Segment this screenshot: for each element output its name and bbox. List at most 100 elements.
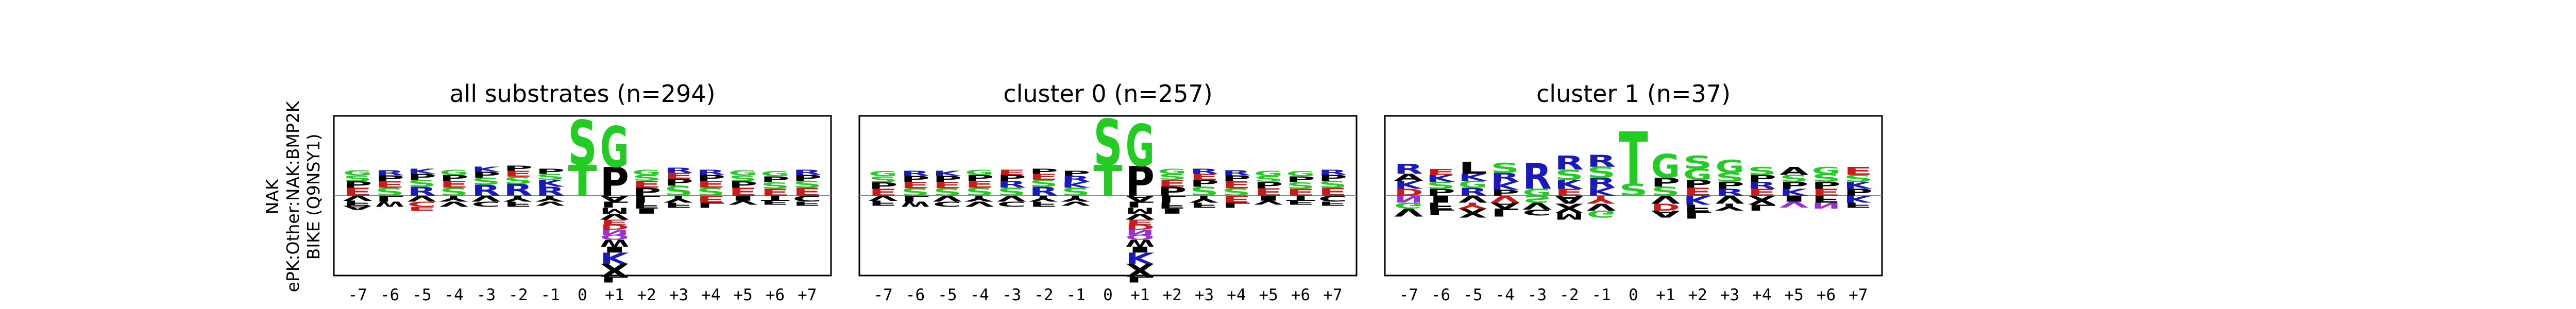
logo-letter-V: V xyxy=(869,194,898,202)
logo-letter-E: E xyxy=(1426,167,1455,177)
logo-letter-P: P xyxy=(997,173,1026,183)
logo-letter-C: C xyxy=(1318,194,1347,203)
logo-letter-F: F xyxy=(1286,199,1315,205)
logo-letter-F: F xyxy=(869,199,897,208)
logo-letter-P: P xyxy=(536,167,565,175)
logo-letter-C: C xyxy=(793,194,822,203)
logo-letter-L: L xyxy=(1459,159,1487,178)
logo-letter-R: R xyxy=(901,169,929,177)
logo-letter-E: E xyxy=(343,186,372,199)
panel-title: all substrates (n=294) xyxy=(449,80,715,108)
kinase-label-line-1: NAK xyxy=(262,178,282,214)
logo-letter-G: G xyxy=(1522,187,1551,198)
logo-letter-V: V xyxy=(997,194,1026,203)
logo-letter-S: S xyxy=(536,173,565,182)
position-tick-label: +2 xyxy=(1163,286,1182,304)
logo-letter-P: P xyxy=(1061,169,1090,177)
logo-letter-K: K xyxy=(536,178,565,190)
position-tick-label: +3 xyxy=(669,286,688,304)
logo-letter-E: E xyxy=(697,179,725,190)
logo-letter-S: S xyxy=(933,186,962,198)
logo-letter-Y: Y xyxy=(1061,194,1090,203)
logo-letter-V: V xyxy=(1490,193,1519,204)
logo-letter-Y: Y xyxy=(1458,201,1487,210)
logo-panel-2: cluster 1 (n=37) -7 -6 -5 -4 -3 -2 -1 0 +1 +2 +3 +4 +… xyxy=(1384,80,1883,304)
logo-letter-G: G xyxy=(600,116,629,181)
logo-letter-D: D xyxy=(1394,187,1423,198)
logo-letter-F: F xyxy=(1844,201,1873,209)
logo-letter-K: K xyxy=(1061,180,1091,190)
logo-letter-Y: Y xyxy=(535,194,565,203)
position-tick-label: -1 xyxy=(1592,286,1611,304)
position-tick-label: -7 xyxy=(1399,286,1418,304)
logo-letter-R: R xyxy=(1490,170,1519,185)
logo-letter-F: F xyxy=(1318,200,1347,207)
logo-letter-V: V xyxy=(1780,200,1809,209)
logo-letter-E: E xyxy=(1811,187,1840,198)
logo-letter-E: E xyxy=(1126,218,1155,226)
logo-letter-K: K xyxy=(1126,249,1155,266)
position-tick-label: +5 xyxy=(1259,286,1278,304)
logo-letter-A: A xyxy=(1126,194,1155,203)
position-tick-label: +7 xyxy=(1323,286,1342,304)
logo-letter-P: P xyxy=(600,160,629,205)
logo-letter-G: G xyxy=(1158,167,1187,176)
logo-letter-P: P xyxy=(1318,173,1347,183)
logo-letter-S: S xyxy=(568,108,597,180)
logo-letter-S: S xyxy=(632,174,661,183)
logo-letter-E: E xyxy=(408,205,436,212)
logo-letter-F: F xyxy=(632,201,661,211)
logo-letter-S: S xyxy=(471,176,500,187)
logo-letter-G: G xyxy=(1811,165,1840,176)
logo-letter-E: E xyxy=(375,180,404,190)
logo-letter-S: S xyxy=(1318,179,1347,191)
logo-letter-K: K xyxy=(1780,187,1808,198)
logo-letter-F: F xyxy=(1029,200,1058,208)
logo-letter-L: L xyxy=(901,194,929,203)
logo-letter-S: S xyxy=(1748,165,1776,178)
kinase-label-line-3: BIKE (Q9NSY1) xyxy=(303,134,324,260)
logo-letter-E: E xyxy=(439,179,468,190)
logo-letter-K: K xyxy=(1587,186,1616,199)
logo-letter-G: G xyxy=(1254,169,1283,178)
position-tick-label: -3 xyxy=(1528,286,1547,304)
logo-letter-L: L xyxy=(1158,193,1187,204)
logo-letter-V: V xyxy=(1126,212,1155,221)
logo-letter-C: C xyxy=(933,200,962,208)
logo-letter-S: S xyxy=(1158,173,1187,182)
logo-letter-P: P xyxy=(965,173,994,183)
position-tick-label: -5 xyxy=(412,286,431,304)
logo-letter-A: A xyxy=(1490,201,1520,210)
logo-letter-S: S xyxy=(760,181,789,191)
logo-letter-L: L xyxy=(600,274,629,284)
logo-letter-E: E xyxy=(728,186,757,199)
logo-letter-P: P xyxy=(1254,180,1283,191)
logo-letter-A: A xyxy=(1780,165,1809,178)
logo-letter-P: P xyxy=(728,180,757,190)
logo-letter-S: S xyxy=(343,174,372,183)
position-tick-label: +7 xyxy=(1849,286,1868,304)
logo-letter-A: A xyxy=(1651,209,1680,220)
position-tick-label: -3 xyxy=(477,286,496,304)
logo-letter-I: I xyxy=(1126,245,1155,254)
position-tick-label: +6 xyxy=(766,286,785,304)
position-tick-label: +1 xyxy=(605,286,624,304)
logo-letter-G: G xyxy=(869,170,897,178)
logo-letter-M: M xyxy=(600,205,629,215)
logo-letter-F: F xyxy=(664,201,693,209)
logo-letter-L: L xyxy=(1683,209,1712,220)
logo-letter-P: P xyxy=(1222,174,1251,183)
logo-letter-Y: Y xyxy=(664,194,693,205)
logo-letter-V: V xyxy=(1522,200,1551,212)
logo-letter-X: X xyxy=(1555,201,1584,215)
logo-letter-X: X xyxy=(600,259,629,280)
logo-letter-S: S xyxy=(504,175,533,186)
logo-letter-E: E xyxy=(1222,193,1251,204)
logo-letter-P: P xyxy=(1029,167,1058,175)
logo-letter-K: K xyxy=(1844,180,1873,192)
logo-letter-K: K xyxy=(1683,193,1712,207)
logo-letter-T: T xyxy=(1286,194,1315,202)
logo-letter-G: G xyxy=(1286,170,1315,178)
logo-letter-G: G xyxy=(965,168,994,177)
